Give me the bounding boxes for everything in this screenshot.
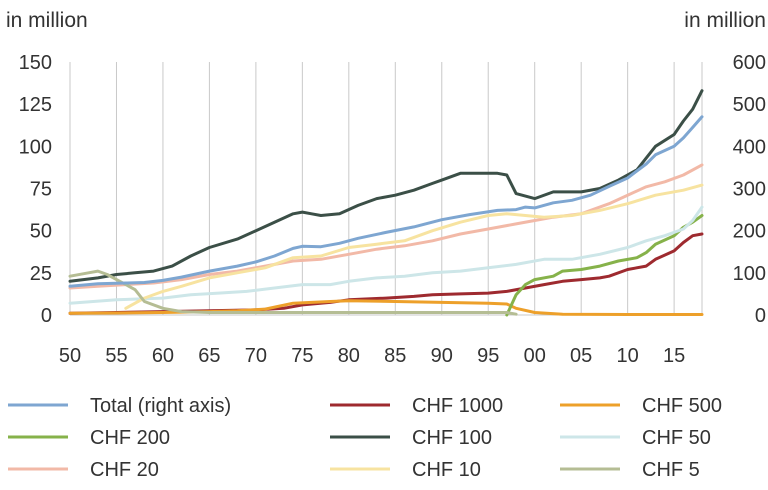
y-right-tick-label: 300 <box>733 179 766 201</box>
x-tick-label: 75 <box>291 345 313 367</box>
y-left-tick-label: 0 <box>41 305 52 327</box>
y-left-tick-label: 25 <box>30 263 52 285</box>
y-left-tick-label: 75 <box>30 179 52 201</box>
y-right-tick-label: 0 <box>755 305 766 327</box>
x-tick-label: 50 <box>59 345 81 367</box>
y-left-tick-label: 125 <box>19 94 52 116</box>
x-tick-label: 60 <box>152 345 174 367</box>
x-tick-label: 10 <box>617 345 639 367</box>
series-line-chf-50 <box>68 205 704 305</box>
x-tick-label: 80 <box>338 345 360 367</box>
left-axis-label: in million <box>6 9 88 32</box>
legend-label-chf-1000: CHF 1000 <box>412 395 503 417</box>
legend-label-chf-50: CHF 50 <box>642 427 711 449</box>
x-tick-label: 55 <box>105 345 127 367</box>
x-tick-label: 70 <box>245 345 267 367</box>
y-right-tick-label: 100 <box>733 263 766 285</box>
legend-label-chf-100: CHF 100 <box>412 427 492 449</box>
legend-label-chf-200: CHF 200 <box>90 427 170 449</box>
legend-label-chf-5: CHF 5 <box>642 459 700 481</box>
series-line-chf-10 <box>124 183 704 310</box>
x-tick-label: 85 <box>384 345 406 367</box>
series-line-chf-100 <box>68 89 704 283</box>
y-left-tick-label: 150 <box>19 52 52 74</box>
y-right-tick-label: 600 <box>733 52 766 74</box>
series-line-total-right-axis <box>68 115 704 288</box>
series-line-chf-20 <box>68 163 704 290</box>
x-tick-label: 95 <box>477 345 499 367</box>
y-left-tick-label: 50 <box>30 221 52 243</box>
x-tick-label: 65 <box>198 345 220 367</box>
series-line-chf-200 <box>505 214 704 317</box>
legend-label-chf-500: CHF 500 <box>642 395 722 417</box>
y-right-tick-label: 400 <box>733 136 766 158</box>
y-right-tick-label: 200 <box>733 221 766 243</box>
x-tick-label: 05 <box>570 345 592 367</box>
legend-label-total-right-axis: Total (right axis) <box>90 395 231 417</box>
legend: Total (right axis) CHF 1000 CHF 500 CHF 200… <box>8 395 722 481</box>
tick-labels: 50 55 60 65 70 75 80 85 90 95 00 05 10 15025507510012… <box>19 52 766 367</box>
x-tick-label: 15 <box>663 345 685 367</box>
x-tick-label: 90 <box>431 345 453 367</box>
axes: in million in million <box>6 9 766 32</box>
series-line-chf-5 <box>68 269 518 316</box>
y-left-tick-label: 100 <box>19 136 52 158</box>
legend-label-chf-10: CHF 10 <box>412 459 481 481</box>
x-tick-label: 00 <box>524 345 546 367</box>
legend-label-chf-20: CHF 20 <box>90 459 159 481</box>
right-axis-label: in million <box>684 9 766 32</box>
y-right-tick-label: 500 <box>733 94 766 116</box>
series-layer <box>68 89 704 317</box>
